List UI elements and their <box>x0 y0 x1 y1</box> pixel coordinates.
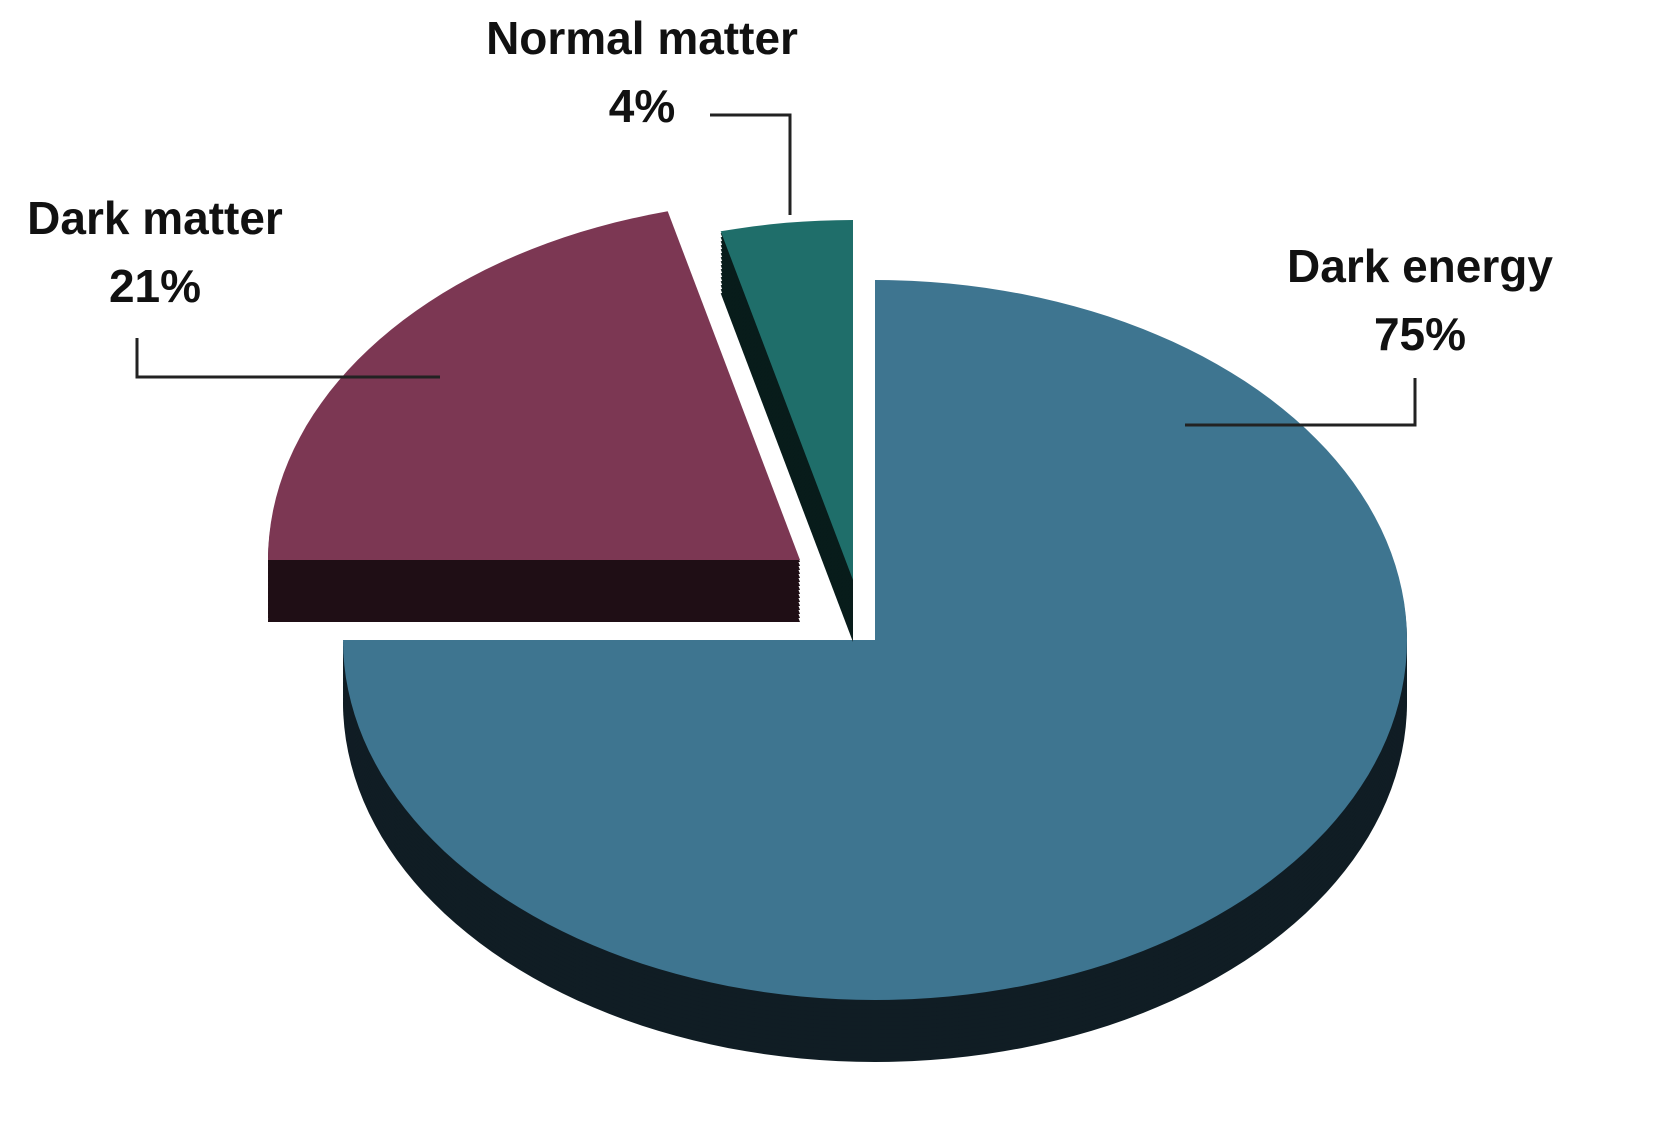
slice <box>268 211 800 561</box>
slice-value-label: 21% <box>109 260 201 312</box>
leader-line <box>710 113 792 215</box>
slice <box>343 280 1407 1000</box>
leader-line <box>135 338 440 379</box>
slice-group <box>268 211 800 622</box>
slice-label: Dark energy <box>1287 240 1553 292</box>
slice-group <box>720 220 853 642</box>
pie <box>268 211 1407 1062</box>
slice-value-label: 4% <box>609 80 675 132</box>
leader-line <box>1185 378 1417 427</box>
slice-group <box>343 280 1407 1062</box>
slice <box>720 220 853 580</box>
slice-label: Dark matter <box>27 192 283 244</box>
slice-value-label: 75% <box>1374 308 1466 360</box>
slice-label: Normal matter <box>486 12 798 64</box>
